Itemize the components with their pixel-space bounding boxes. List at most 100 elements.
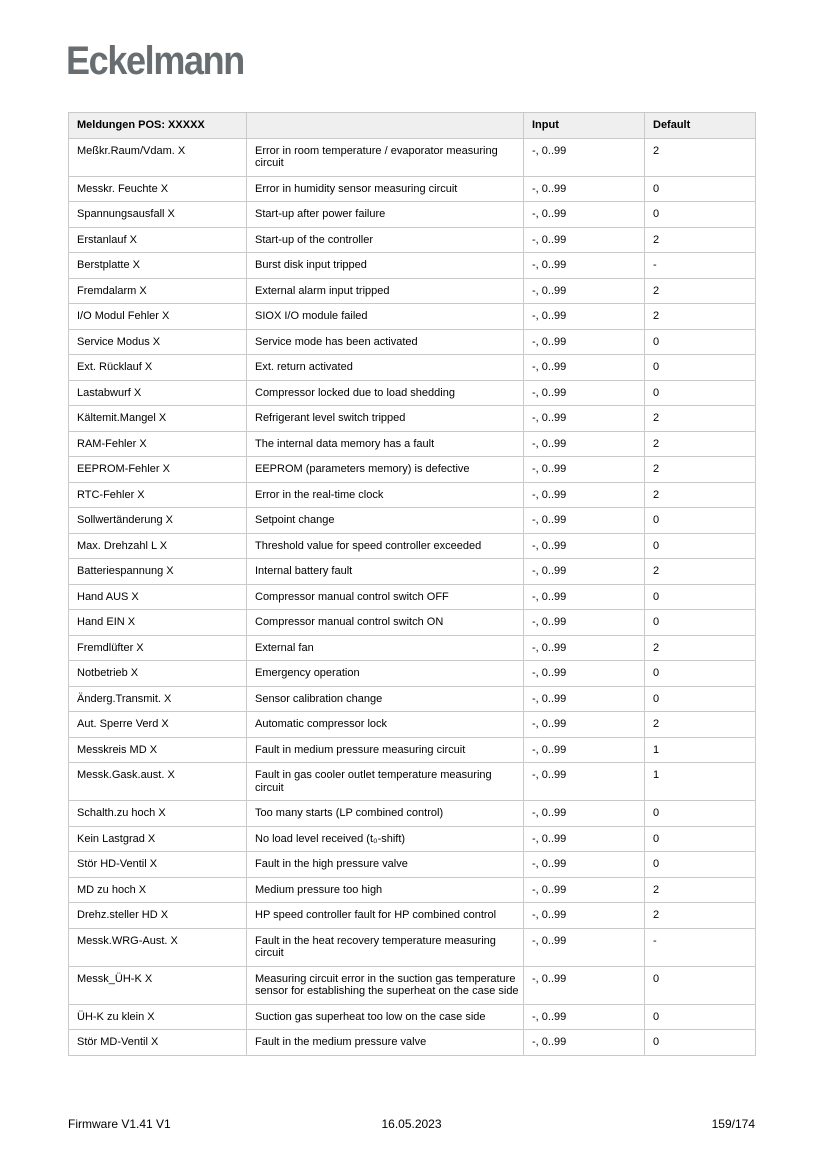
table-row: Berstplatte X Burst disk input tripped -…	[68, 252, 756, 279]
page-footer: Firmware V1.41 V1 16.05.2023 159/174	[68, 1117, 755, 1133]
message-input-cell: -, 0..99	[523, 507, 645, 534]
message-name-cell: Notbetrieb X	[68, 660, 247, 687]
message-description-cell: The internal data memory has a fault	[246, 430, 524, 457]
message-default-cell: 0	[644, 825, 756, 852]
message-default-cell: 1	[644, 762, 756, 801]
message-input-cell: -, 0..99	[523, 354, 645, 381]
table-row: ÜH-K zu klein X Suction gas superheat to…	[68, 1003, 756, 1030]
message-input-cell: -, 0..99	[523, 1029, 645, 1056]
message-description-cell: Measuring circuit error in the suction g…	[246, 965, 524, 1005]
message-default-cell: 0	[644, 201, 756, 228]
message-description-cell: Sensor calibration change	[246, 685, 524, 712]
table-row: Kein Lastgrad X No load level received (…	[68, 825, 756, 852]
message-default-cell: 2	[644, 456, 756, 483]
message-input-cell: -, 0..99	[523, 876, 645, 903]
message-description-cell: Fault in gas cooler outlet temperature m…	[246, 762, 524, 801]
message-description-cell: Error in humidity sensor measuring circu…	[246, 175, 524, 202]
message-description-cell: Error in room temperature / evaporator m…	[246, 137, 524, 177]
message-input-cell: -, 0..99	[523, 965, 645, 1005]
message-name-cell: Drehz.steller HD X	[68, 902, 247, 929]
message-name-cell: EEPROM-Fehler X	[68, 456, 247, 483]
message-name-cell: Messk.WRG-Aust. X	[68, 927, 247, 967]
message-input-cell: -, 0..99	[523, 481, 645, 508]
message-name-cell: Kein Lastgrad X	[68, 825, 247, 852]
message-input-cell: -, 0..99	[523, 660, 645, 687]
message-description-cell: External alarm input tripped	[246, 277, 524, 304]
message-description-cell: Refrigerant level switch tripped	[246, 405, 524, 432]
message-name-cell: Stör MD-Ventil X	[68, 1029, 247, 1056]
message-name-cell: Aut. Sperre Verd X	[68, 711, 247, 738]
table-row: MD zu hoch X Medium pressure too high -,…	[68, 876, 756, 903]
message-default-cell: 2	[644, 634, 756, 661]
table-row: Aut. Sperre Verd X Automatic compressor …	[68, 711, 756, 738]
message-input-cell: -, 0..99	[523, 175, 645, 202]
column-header-description	[246, 112, 524, 139]
message-name-cell: Meßkr.Raum/Vdam. X	[68, 137, 247, 177]
message-description-cell: No load level received (t₀-shift)	[246, 825, 524, 852]
table-row: Stör MD-Ventil X Fault in the medium pre…	[68, 1029, 756, 1056]
message-input-cell: -, 0..99	[523, 430, 645, 457]
message-input-cell: -, 0..99	[523, 328, 645, 355]
message-description-cell: Compressor locked due to load shedding	[246, 379, 524, 406]
table-row: Spannungsausfall X Start-up after power …	[68, 201, 756, 228]
message-default-cell: 2	[644, 876, 756, 903]
message-default-cell: 0	[644, 532, 756, 559]
message-default-cell: 0	[644, 583, 756, 610]
messages-table: Meldungen POS: XXXXX Input Default Meßkr…	[68, 112, 756, 1056]
message-default-cell: 2	[644, 430, 756, 457]
message-name-cell: Schalth.zu hoch X	[68, 800, 247, 827]
message-input-cell: -, 0..99	[523, 902, 645, 929]
message-description-cell: Fault in medium pressure measuring circu…	[246, 736, 524, 763]
message-default-cell: 0	[644, 965, 756, 1005]
message-default-cell: 2	[644, 902, 756, 929]
message-description-cell: Compressor manual control switch OFF	[246, 583, 524, 610]
table-row: Batteriespannung X Internal battery faul…	[68, 558, 756, 585]
table-row: Hand EIN X Compressor manual control swi…	[68, 609, 756, 636]
message-name-cell: ÜH-K zu klein X	[68, 1003, 247, 1030]
message-description-cell: Internal battery fault	[246, 558, 524, 585]
message-description-cell: Start-up after power failure	[246, 201, 524, 228]
message-description-cell: Fault in the high pressure valve	[246, 851, 524, 878]
message-input-cell: -, 0..99	[523, 405, 645, 432]
table-row: RTC-Fehler X Error in the real-time cloc…	[68, 481, 756, 508]
message-default-cell: 2	[644, 558, 756, 585]
message-input-cell: -, 0..99	[523, 800, 645, 827]
table-header-row: Meldungen POS: XXXXX Input Default	[68, 112, 756, 139]
message-description-cell: SIOX I/O module failed	[246, 303, 524, 330]
message-description-cell: HP speed controller fault for HP combine…	[246, 902, 524, 929]
message-input-cell: -, 0..99	[523, 762, 645, 801]
message-description-cell: Service mode has been activated	[246, 328, 524, 355]
message-description-cell: Setpoint change	[246, 507, 524, 534]
footer-firmware-version: Firmware V1.41 V1	[68, 1117, 171, 1131]
message-name-cell: RAM-Fehler X	[68, 430, 247, 457]
message-input-cell: -, 0..99	[523, 609, 645, 636]
message-input-cell: -, 0..99	[523, 851, 645, 878]
table-row: Messk_ÜH-K X Measuring circuit error in …	[68, 965, 756, 1005]
table-row: Meßkr.Raum/Vdam. X Error in room tempera…	[68, 137, 756, 177]
footer-date: 16.05.2023	[381, 1117, 442, 1131]
table-row: Hand AUS X Compressor manual control swi…	[68, 583, 756, 610]
message-default-cell: 2	[644, 137, 756, 177]
message-input-cell: -, 0..99	[523, 711, 645, 738]
table-row: I/O Modul Fehler X SIOX I/O module faile…	[68, 303, 756, 330]
message-description-cell: Start-up of the controller	[246, 226, 524, 253]
message-name-cell: Service Modus X	[68, 328, 247, 355]
message-name-cell: Messkr. Feuchte X	[68, 175, 247, 202]
message-description-cell: Fault in the heat recovery temperature m…	[246, 927, 524, 967]
message-input-cell: -, 0..99	[523, 277, 645, 304]
message-default-cell: 0	[644, 354, 756, 381]
message-description-cell: Emergency operation	[246, 660, 524, 687]
table-row: Änderg.Transmit. X Sensor calibration ch…	[68, 685, 756, 712]
message-default-cell: 0	[644, 507, 756, 534]
message-input-cell: -, 0..99	[523, 252, 645, 279]
message-description-cell: Compressor manual control switch ON	[246, 609, 524, 636]
column-header-input: Input	[523, 112, 645, 139]
message-input-cell: -, 0..99	[523, 201, 645, 228]
message-default-cell: 0	[644, 379, 756, 406]
message-name-cell: Fremdlüfter X	[68, 634, 247, 661]
message-input-cell: -, 0..99	[523, 583, 645, 610]
table-row: Kältemit.Mangel X Refrigerant level swit…	[68, 405, 756, 432]
message-name-cell: MD zu hoch X	[68, 876, 247, 903]
message-input-cell: -, 0..99	[523, 379, 645, 406]
